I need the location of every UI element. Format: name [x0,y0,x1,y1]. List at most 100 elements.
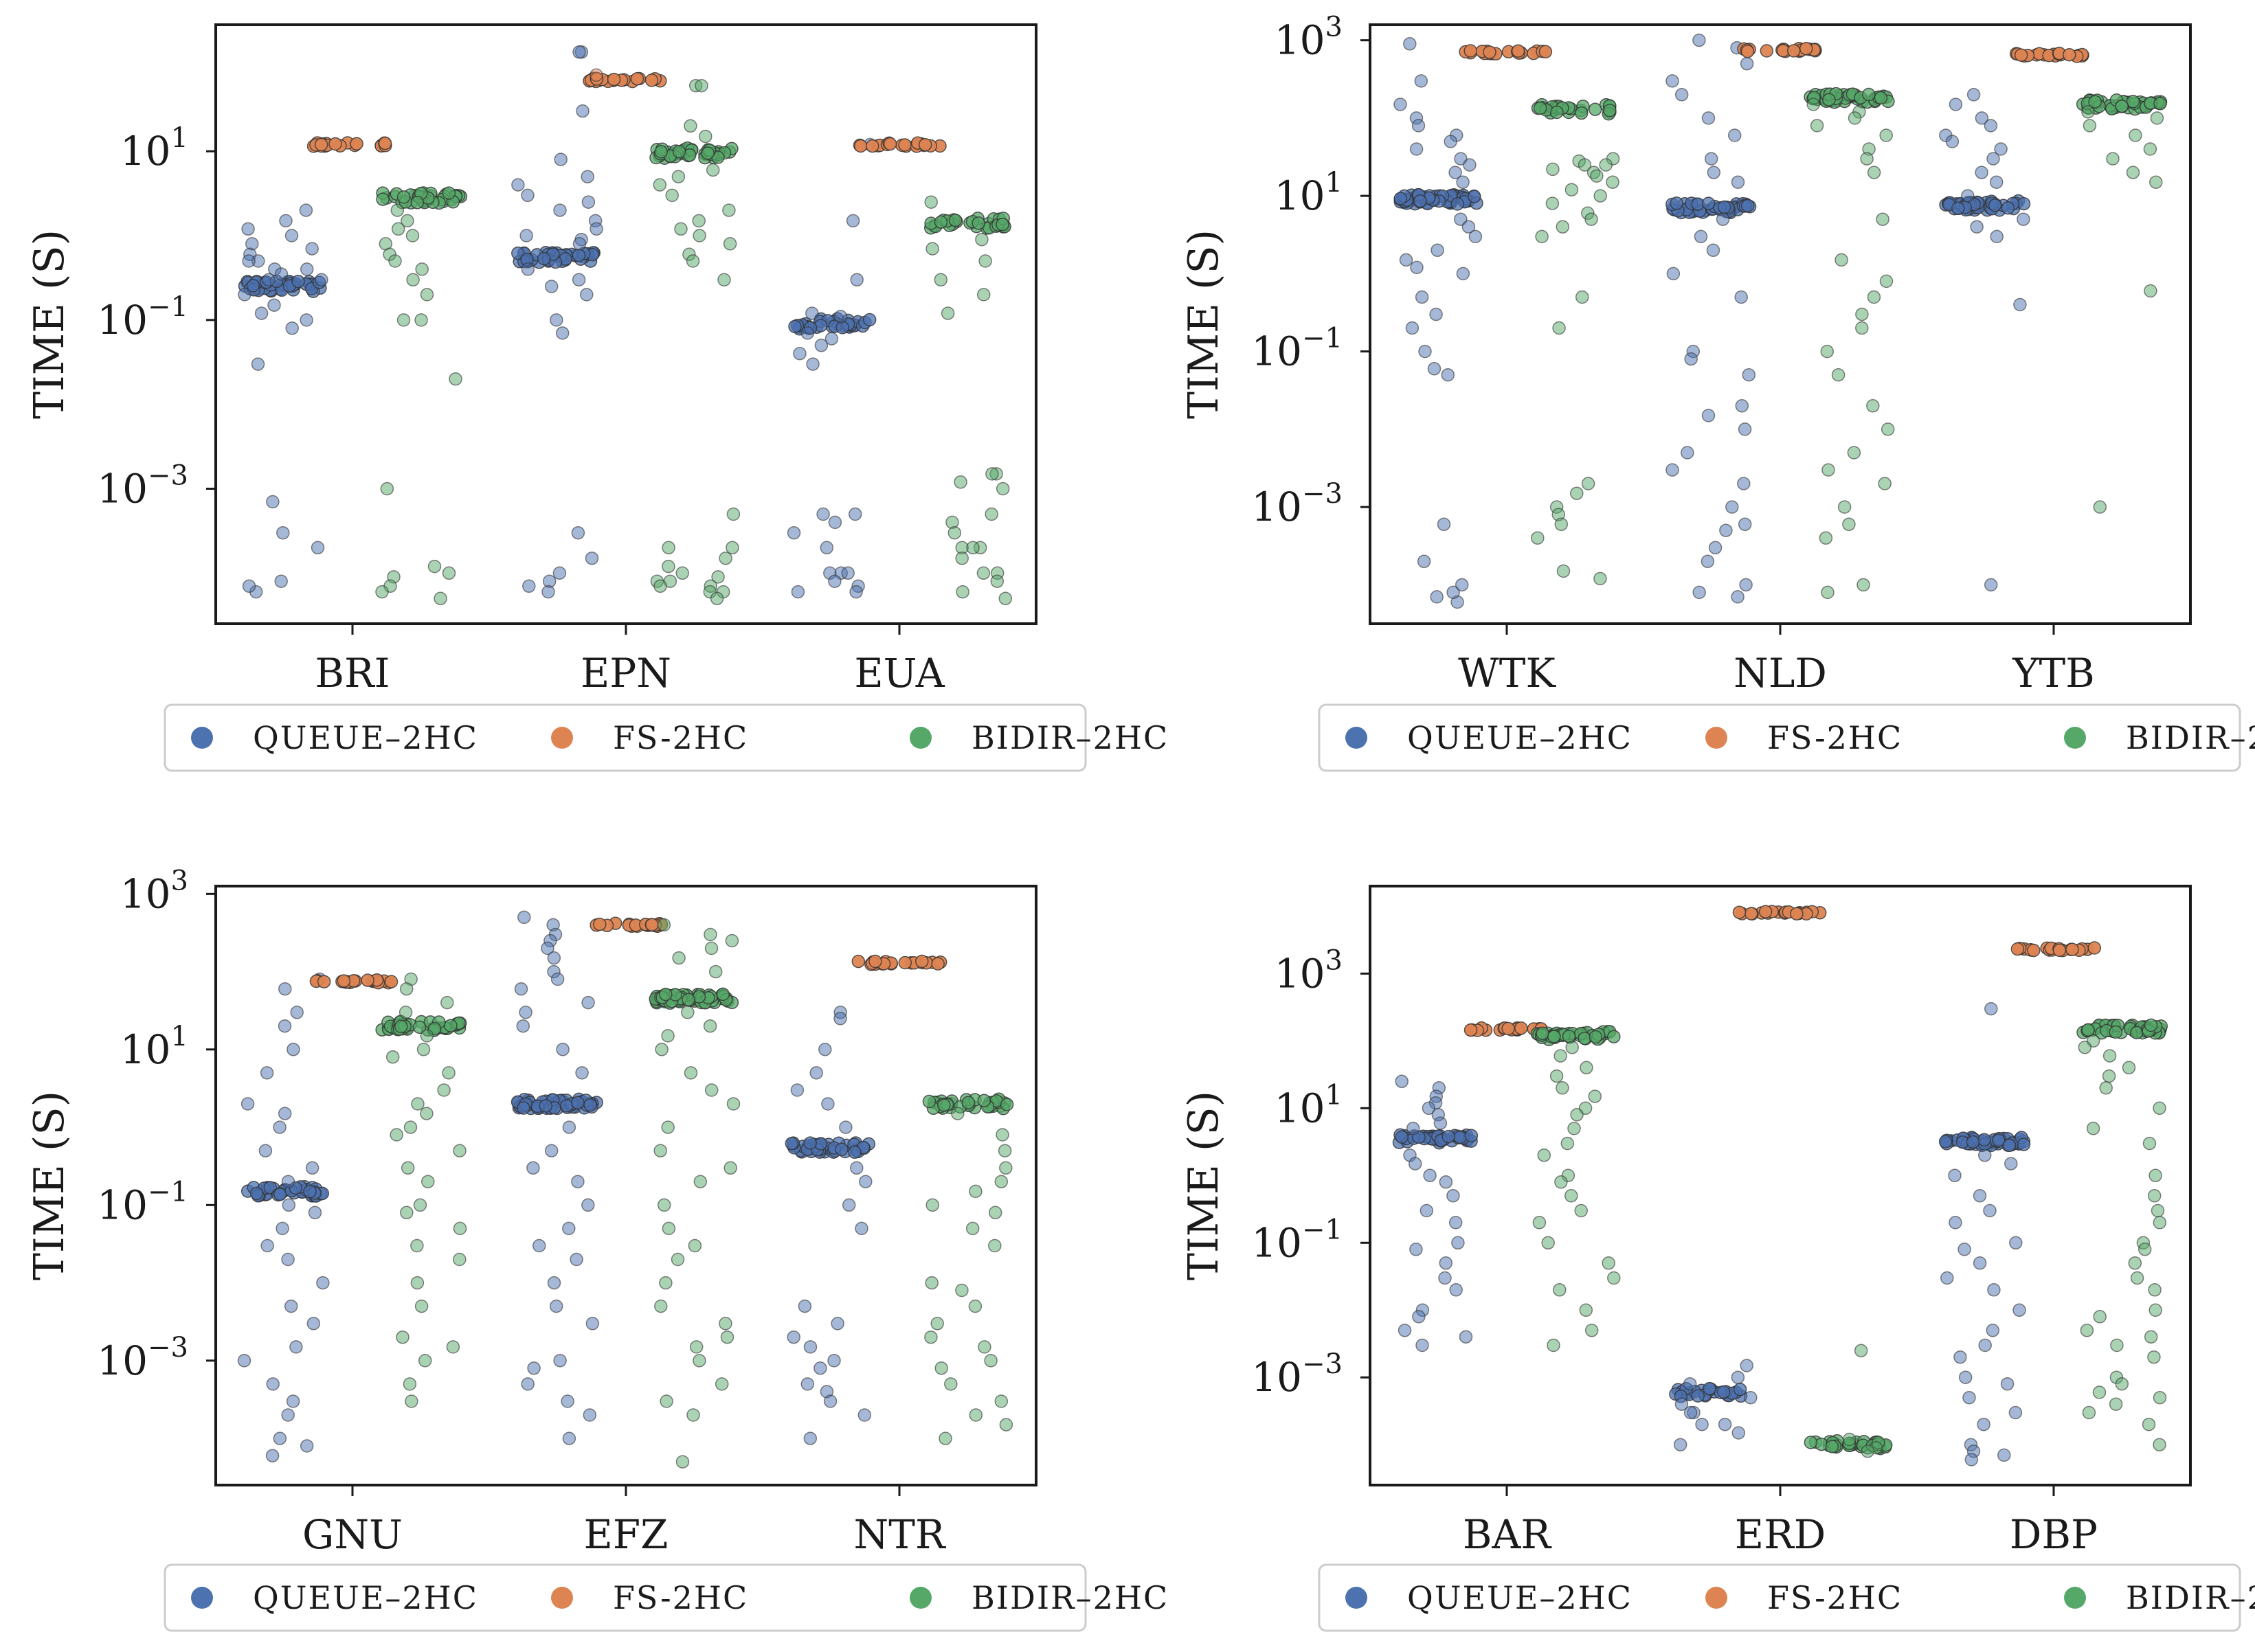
x-tick-label: WTK [1458,650,1556,697]
point-fs-2hc [644,73,659,87]
point-bidir–2hc [442,186,456,200]
point-bidir–2hc [941,306,955,320]
point-queue–2hc [541,585,555,599]
point-queue–2hc [785,1136,799,1151]
point-bidir–2hc [1547,1030,1561,1043]
point-queue–2hc [254,306,269,320]
point-bidir–2hc [657,918,671,932]
point-fs-2hc [337,974,351,988]
x-tick-label: DBP [2010,1511,2098,1558]
plot-frame [1369,23,2192,625]
point-bidir–2hc [708,964,723,979]
point-queue–2hc [1975,166,1988,179]
point-queue–2hc [800,326,815,340]
point-bidir–2hc [420,288,434,302]
point-queue–2hc [1665,463,1679,477]
point-queue–2hc [1731,590,1744,604]
point-bidir–2hc [2082,1405,2096,1420]
point-bidir–2hc [944,1377,958,1391]
point-bidir–2hc [2115,99,2129,113]
point-queue–2hc [2001,201,2015,215]
point-fs-2hc [1740,45,1755,58]
point-fs-2hc [384,975,399,988]
point-fs-2hc [1744,907,1758,920]
point-bidir–2hc [924,1330,938,1344]
point-bidir–2hc [2153,1390,2167,1405]
point-queue–2hc [544,280,559,293]
point-queue–2hc [1409,1243,1423,1256]
point-bidir–2hc [722,203,736,217]
point-queue–2hc [570,1252,583,1267]
point-bidir–2hc [686,254,700,268]
point-queue–2hc [1733,1383,1747,1396]
point-bidir–2hc [427,559,442,574]
point-queue–2hc [281,1175,295,1188]
point-queue–2hc [1410,260,1424,275]
point-queue–2hc [278,982,292,996]
point-queue–2hc [1966,88,1981,102]
point-bidir–2hc [1842,1432,1856,1447]
point-fs-2hc [1732,905,1747,919]
x-tick-label: NLD [1734,650,1827,697]
point-bidir–2hc [977,1094,991,1107]
point-queue–2hc [1412,1310,1426,1324]
point-bidir–2hc [955,551,969,565]
point-queue–2hc [1464,1129,1479,1143]
point-queue–2hc [850,273,864,287]
point-queue–2hc [1738,517,1752,532]
point-bidir–2hc [1866,399,1880,413]
y-tick-label: 103 [120,865,188,917]
point-queue–2hc [1683,1377,1697,1391]
point-queue–2hc [1468,229,1483,244]
point-queue–2hc [1431,243,1444,258]
point-queue–2hc [1405,321,1420,335]
x-tick-label: EUA [854,650,945,697]
point-queue–2hc [266,495,280,509]
point-queue–2hc [521,262,535,276]
plot-frame [214,23,1037,625]
point-bidir–2hc [2142,1417,2156,1432]
point-queue–2hc [833,310,848,324]
point-queue–2hc [839,1120,853,1134]
point-bidir–2hc [2081,1023,2095,1037]
point-queue–2hc [855,1221,868,1236]
point-bidir–2hc [2092,1385,2107,1399]
point-queue–2hc [541,941,554,955]
point-queue–2hc [276,1221,289,1236]
chart-panel-bottom-right: 10−3 10−1 101 103 TIME (S) BAR ERD DBP [1180,885,2192,1558]
point-bidir–2hc [1810,119,1824,133]
point-queue–2hc [809,1066,823,1080]
point-bidir–2hc [1861,1444,1875,1458]
point-queue–2hc [1456,175,1470,189]
point-fs-2hc [1511,44,1525,58]
point-bidir–2hc [1579,1303,1593,1317]
point-bidir–2hc [2153,1438,2166,1451]
point-queue–2hc [1938,1135,1953,1149]
point-bidir–2hc [939,1432,952,1445]
point-bidir–2hc [1575,290,1589,304]
legend-label: QUEUE–2HC [253,1579,478,1616]
point-bidir–2hc [1855,307,1869,321]
point-bidir–2hc [681,1006,695,1019]
point-bidir–2hc [375,585,389,599]
y-tick-label: 101 [1275,1079,1343,1131]
point-fs-2hc [1501,1021,1515,1036]
legend-marker [910,1587,932,1609]
point-bidir–2hc [659,987,673,1002]
legend-label: QUEUE–2HC [253,719,478,756]
y-tick-label: 10−1 [1251,1214,1343,1266]
point-bidir–2hc [682,993,695,1007]
point-bidir–2hc [1878,477,1892,490]
point-queue–2hc [803,1432,818,1445]
point-bidir–2hc [966,541,980,555]
point-queue–2hc [1694,229,1708,244]
point-queue–2hc [842,1198,856,1212]
point-queue–2hc [1707,166,1721,179]
point-queue–2hc [547,1276,561,1290]
point-queue–2hc [791,585,805,599]
point-queue–2hc [258,1144,273,1157]
point-queue–2hc [561,1394,574,1408]
point-queue–2hc [806,357,820,371]
point-bidir–2hc [1881,422,1895,436]
point-queue–2hc [281,1252,295,1267]
